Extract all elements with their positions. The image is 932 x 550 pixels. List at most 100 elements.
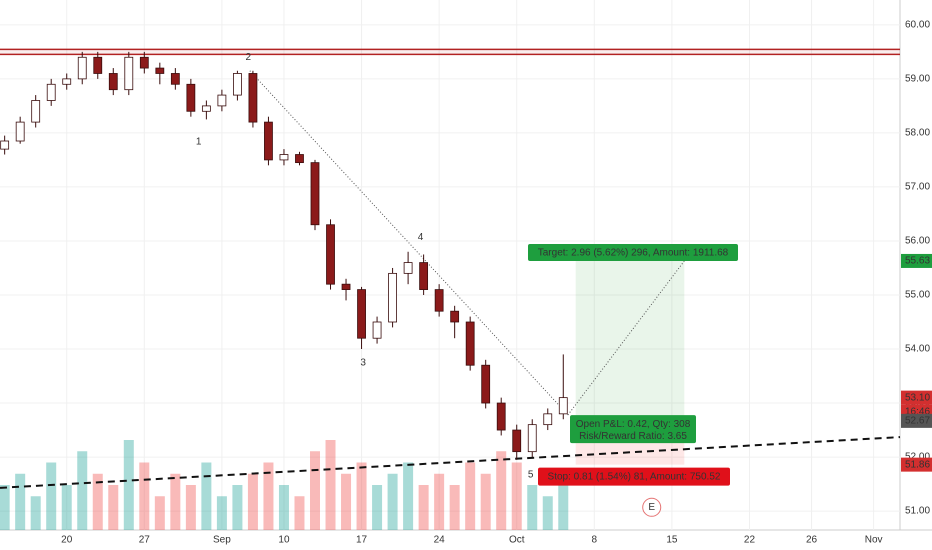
candle-body [527, 424, 537, 453]
volume-bar [325, 440, 336, 530]
candle-body [357, 289, 366, 339]
wave-label: 1 [196, 137, 202, 148]
candle-body [155, 67, 165, 74]
volume-bar [201, 462, 212, 530]
candle-body [388, 272, 397, 323]
y-tick-label: 60.00 [905, 19, 930, 30]
candle-body [46, 83, 56, 101]
volume-bar [480, 473, 491, 530]
volume-bar [511, 462, 522, 530]
volume-bar [15, 473, 26, 530]
candle-body [372, 321, 382, 339]
candle-body [108, 73, 118, 91]
volume-bar [558, 473, 569, 530]
wave-label: 2 [245, 52, 251, 63]
x-tick-label: 15 [666, 535, 678, 546]
x-tick-label: Oct [509, 535, 525, 546]
volume-bar [341, 473, 352, 530]
volume-bar [92, 473, 103, 530]
price-tag [901, 413, 932, 428]
candle-body [0, 140, 10, 150]
volume-bar [139, 462, 150, 530]
volume-bar [61, 485, 72, 530]
volume-bar [185, 485, 196, 530]
pnl-label-box [570, 415, 696, 444]
candle-body [233, 73, 242, 96]
volume-bar [465, 462, 476, 530]
volume-bar [310, 451, 320, 530]
target-zone [575, 260, 685, 419]
candle-body [465, 321, 475, 366]
candle-body [62, 78, 72, 85]
candle-body [326, 224, 335, 285]
pnl-label-text: Risk/Reward Ratio: 3.65 [579, 431, 687, 442]
volume-bar [434, 473, 445, 530]
candle-body [295, 154, 304, 164]
volume-bar [46, 462, 57, 530]
x-tick-label: 17 [356, 535, 368, 546]
candle-body [124, 56, 134, 91]
volume-bar [372, 485, 383, 530]
trend-line [0, 436, 901, 489]
resistance-band [0, 49, 900, 55]
price-tag [901, 457, 932, 472]
x-tick-label: Nov [865, 535, 883, 546]
price-tag-label: 52.67 [905, 416, 930, 427]
x-tick-label: 20 [61, 535, 73, 546]
candle-body [279, 154, 289, 161]
volume-bar [154, 496, 165, 530]
volume-bar [123, 440, 134, 530]
candle-body [201, 105, 211, 112]
volume-bar [232, 485, 243, 530]
candle-body [77, 56, 87, 80]
volume-bar [278, 485, 289, 530]
candle-body [434, 289, 444, 312]
volume-bar [527, 485, 538, 530]
candle-body [248, 73, 258, 123]
price-tag [901, 253, 932, 268]
x-tick-label: 10 [278, 535, 290, 546]
candle-body [496, 402, 506, 431]
volume-bar [449, 485, 460, 530]
y-tick-label: 52.00 [905, 452, 930, 463]
volume-bar [170, 473, 181, 530]
event-marker [642, 497, 662, 517]
y-tick-label: 56.00 [905, 236, 930, 247]
pnl-label-text: Open P&L: 0.42, Qty: 308 [576, 419, 691, 430]
volume-bar [247, 473, 258, 530]
price-tag-label: 55.63 [905, 256, 930, 267]
volume-bar [0, 485, 10, 530]
stop-label-text: Stop: 0.81 (1.54%) 81, Amount: 750.52 [548, 471, 721, 482]
volume-bar [356, 462, 367, 530]
price-tag-label: 51.86 [905, 459, 930, 470]
candle-body [186, 83, 196, 112]
candle-body [512, 429, 522, 453]
volume-bar [542, 496, 553, 530]
target-line [567, 260, 685, 416]
candle-body [558, 397, 568, 415]
x-tick-label: 22 [744, 535, 756, 546]
candle-body [217, 94, 227, 107]
volume-bar [403, 462, 414, 530]
candle-body [419, 262, 429, 290]
volume-bar [216, 496, 227, 530]
x-tick-label: 27 [139, 535, 151, 546]
candle-body [139, 56, 149, 69]
volume-bar [30, 496, 41, 530]
y-tick-label: 57.00 [905, 182, 930, 193]
wave-label: 4 [418, 232, 424, 243]
volume-bar [294, 496, 305, 530]
candle-body [264, 121, 273, 161]
volume-bar [263, 462, 274, 530]
candle-body [403, 262, 413, 274]
event-label: E [648, 502, 655, 513]
price-tag-label: 53.10 [905, 392, 930, 403]
volume-bar [387, 473, 398, 530]
y-tick-label: 59.00 [905, 74, 930, 85]
volume-bar [496, 451, 507, 530]
candle-body [481, 364, 491, 404]
y-tick-label: 58.00 [905, 128, 930, 139]
x-tick-label: Sep [213, 535, 231, 546]
